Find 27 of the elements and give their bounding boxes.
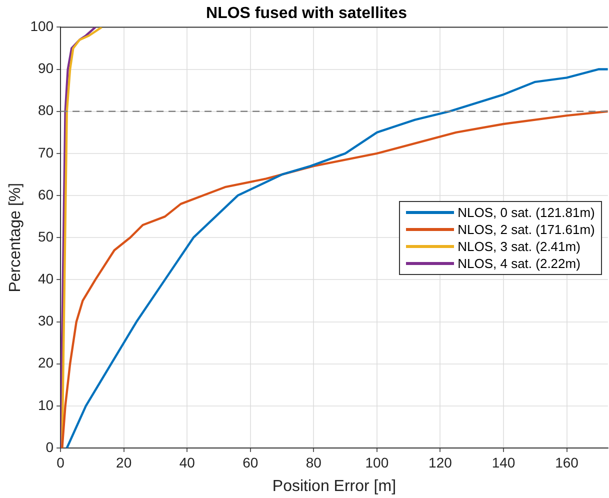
y-tick-label: 100 [30,18,54,34]
legend-label: NLOS, 2 sat. (171.61m) [458,220,595,238]
x-tick-label: 20 [116,454,132,470]
x-tick-label: 60 [242,454,258,470]
x-tick-label: 0 [56,454,65,470]
y-tick-label: 60 [38,186,54,202]
y-tick-label: 90 [38,60,54,76]
legend-label: NLOS, 4 sat. (2.22m) [458,254,580,272]
legend-label: NLOS, 3 sat. (2.41m) [458,238,580,255]
y-tick-label: 50 [38,228,54,244]
x-tick-label: 100 [365,454,389,470]
y-tick-label: 70 [38,144,54,160]
x-tick-label: 120 [428,454,452,470]
chart-title: NLOS fused with satellites [206,5,408,22]
y-tick-label: 0 [46,438,54,455]
x-tick-label: 160 [555,454,579,470]
x-axis-title: Position Error [m] [272,478,396,495]
y-tick-label: 10 [38,396,54,413]
y-tick-label: 20 [38,354,54,371]
x-tick-label: 40 [179,454,196,470]
y-axis-title: Percentage [%] [7,182,24,292]
x-tick-label: 80 [306,454,322,470]
y-tick-label: 30 [38,312,54,329]
x-tick-label: 140 [492,454,516,470]
y-tick-label: 80 [38,102,54,118]
legend-label: NLOS, 0 sat. (121.81m) [458,204,595,221]
y-tick-label: 40 [38,270,54,287]
